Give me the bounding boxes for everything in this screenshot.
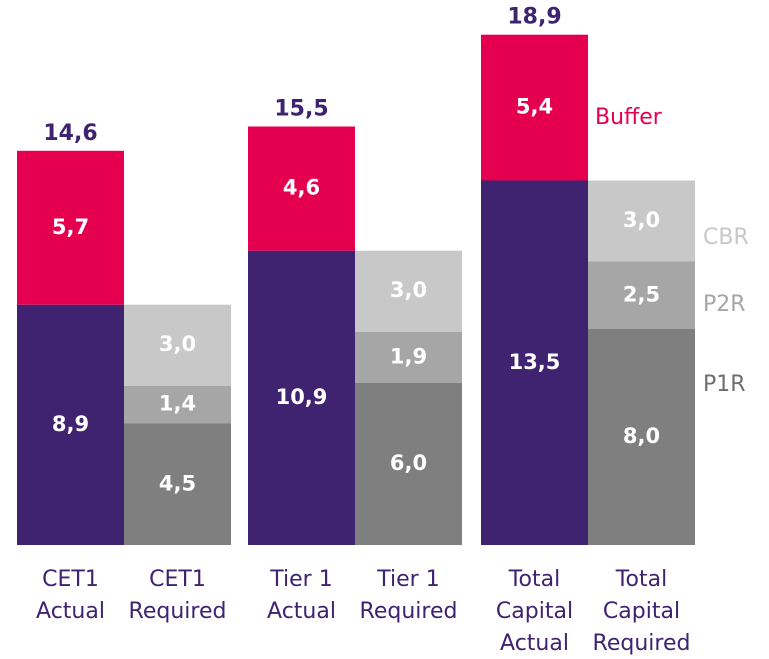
category-label: Total (615, 567, 667, 592)
value-label: 6,0 (390, 451, 427, 475)
category-label: Actual (267, 599, 336, 624)
legend-label: CBR (703, 225, 749, 250)
bar-segment (124, 423, 231, 545)
category-label: Actual (500, 631, 569, 656)
category-label: Tier 1 (376, 567, 439, 592)
category-label: Required (593, 631, 691, 656)
value-label: 8,0 (623, 424, 660, 448)
value-label: 3,0 (623, 208, 660, 232)
bar-segment (588, 180, 695, 262)
value-label: 4,6 (283, 176, 320, 200)
legend-label: P1R (703, 372, 746, 397)
value-label: 4,5 (159, 471, 196, 495)
value-label: 3,0 (390, 278, 427, 302)
category-label: Required (129, 599, 227, 624)
bar-segment (17, 150, 124, 305)
value-label: 5,4 (516, 95, 553, 119)
value-label: 2,5 (623, 282, 660, 306)
bar-segment (124, 385, 231, 424)
value-label: 1,4 (159, 392, 196, 416)
value-label: 3,0 (159, 332, 196, 356)
value-label: 5,7 (52, 215, 89, 239)
category-label: CET1 (42, 567, 99, 592)
category-label: Actual (36, 599, 105, 624)
bar-segment (481, 34, 588, 181)
category-label: Total (508, 567, 560, 592)
bar-segment (588, 261, 695, 329)
legend-label: P2R (703, 292, 746, 317)
category-label: Capital (496, 599, 573, 624)
total-label: 15,5 (274, 97, 328, 122)
value-label: 8,9 (52, 412, 89, 436)
legend-label: Buffer (595, 105, 663, 130)
bar-segment (355, 331, 462, 383)
bar-segment (124, 304, 231, 386)
bar-segment (481, 180, 588, 545)
bar-segment (355, 250, 462, 332)
bar-segment (588, 329, 695, 545)
category-label: Tier 1 (269, 567, 332, 592)
bar-segment (17, 304, 124, 545)
category-label: Required (360, 599, 458, 624)
total-label: 14,6 (43, 121, 97, 146)
category-label: Capital (603, 599, 680, 624)
value-label: 13,5 (509, 350, 561, 374)
value-label: 10,9 (276, 385, 328, 409)
bar-segment (355, 383, 462, 545)
bar-segment (248, 126, 355, 251)
bar-segment (248, 250, 355, 545)
total-label: 18,9 (507, 5, 561, 30)
value-label: 1,9 (390, 344, 427, 368)
category-label: CET1 (149, 567, 206, 592)
